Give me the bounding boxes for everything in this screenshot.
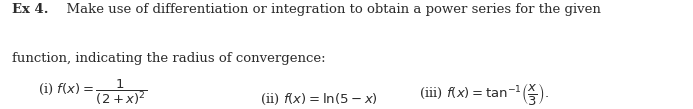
Text: function, indicating the radius of convergence:: function, indicating the radius of conve… <box>12 52 326 65</box>
Text: (ii) $f(x) = \ln(5-x)$: (ii) $f(x) = \ln(5-x)$ <box>260 92 378 107</box>
Text: (i) $f(x) = \dfrac{1}{(2+x)^2}$: (i) $f(x) = \dfrac{1}{(2+x)^2}$ <box>38 77 147 107</box>
Text: Make use of differentiation or integration to obtain a power series for the give: Make use of differentiation or integrati… <box>58 3 600 16</box>
Text: Ex 4.: Ex 4. <box>12 3 49 16</box>
Text: (iii) $f(x) = \tan^{-1}\!\left(\dfrac{x}{3}\right).$: (iii) $f(x) = \tan^{-1}\!\left(\dfrac{x}… <box>419 81 549 107</box>
